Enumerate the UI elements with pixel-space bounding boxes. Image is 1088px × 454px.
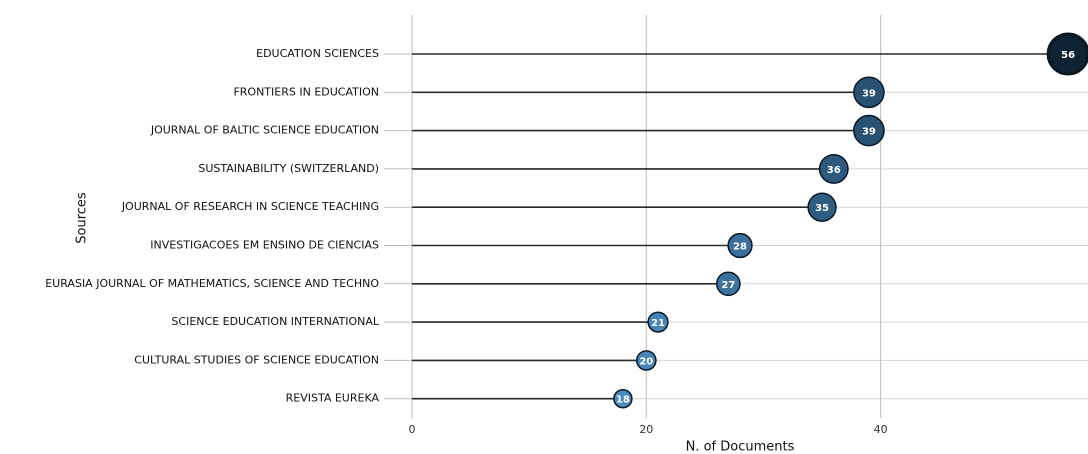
value-label: 35: [815, 203, 829, 214]
y-tick-label: CULTURAL STUDIES OF SCIENCE EDUCATION: [134, 353, 379, 366]
y-tick-label: JOURNAL OF RESEARCH IN SCIENCE TEACHING: [121, 200, 379, 213]
bubble: [818, 153, 849, 184]
value-label: 39: [862, 127, 876, 138]
bubble: [613, 388, 633, 409]
value-label: 20: [639, 356, 653, 367]
y-tick-label: SCIENCE EDUCATION INTERNATIONAL: [171, 315, 379, 328]
bubble: [1046, 32, 1088, 76]
y-tick-label: EURASIA JOURNAL OF MATHEMATICS, SCIENCE …: [45, 277, 379, 290]
y-tick-label: EDUCATION SCIENCES: [256, 47, 379, 60]
bubble: [647, 311, 669, 333]
y-tick-label: JOURNAL OF BALTIC SCIENCE EDUCATION: [150, 124, 379, 137]
bubble: [853, 76, 885, 109]
bubble: [715, 271, 741, 297]
y-axis-title: Sources: [75, 192, 90, 244]
value-label: 27: [721, 280, 735, 291]
y-tick-label: INVESTIGACOES EM ENSINO DE CIENCIAS: [150, 239, 379, 252]
value-label: 56: [1061, 50, 1075, 61]
bubble: [853, 114, 885, 147]
x-tick-label: 20: [639, 423, 653, 436]
value-label: 21: [651, 318, 665, 329]
value-label: 39: [862, 88, 876, 99]
y-tick-label: FRONTIERS IN EDUCATION: [233, 85, 379, 98]
value-label: 18: [616, 395, 630, 406]
y-tick-label: SUSTAINABILITY (SWITZERLAND): [198, 162, 379, 175]
y-tick-label: REVISTA EUREKA: [286, 392, 380, 405]
bubble: [727, 232, 753, 259]
bubble: [807, 192, 837, 222]
x-axis-title: N. of Documents: [686, 440, 795, 454]
x-tick-label: 0: [409, 423, 416, 436]
value-label: 28: [733, 242, 747, 253]
bubble: [635, 350, 657, 371]
value-label: 36: [827, 165, 841, 176]
x-tick-label: 40: [874, 423, 888, 436]
